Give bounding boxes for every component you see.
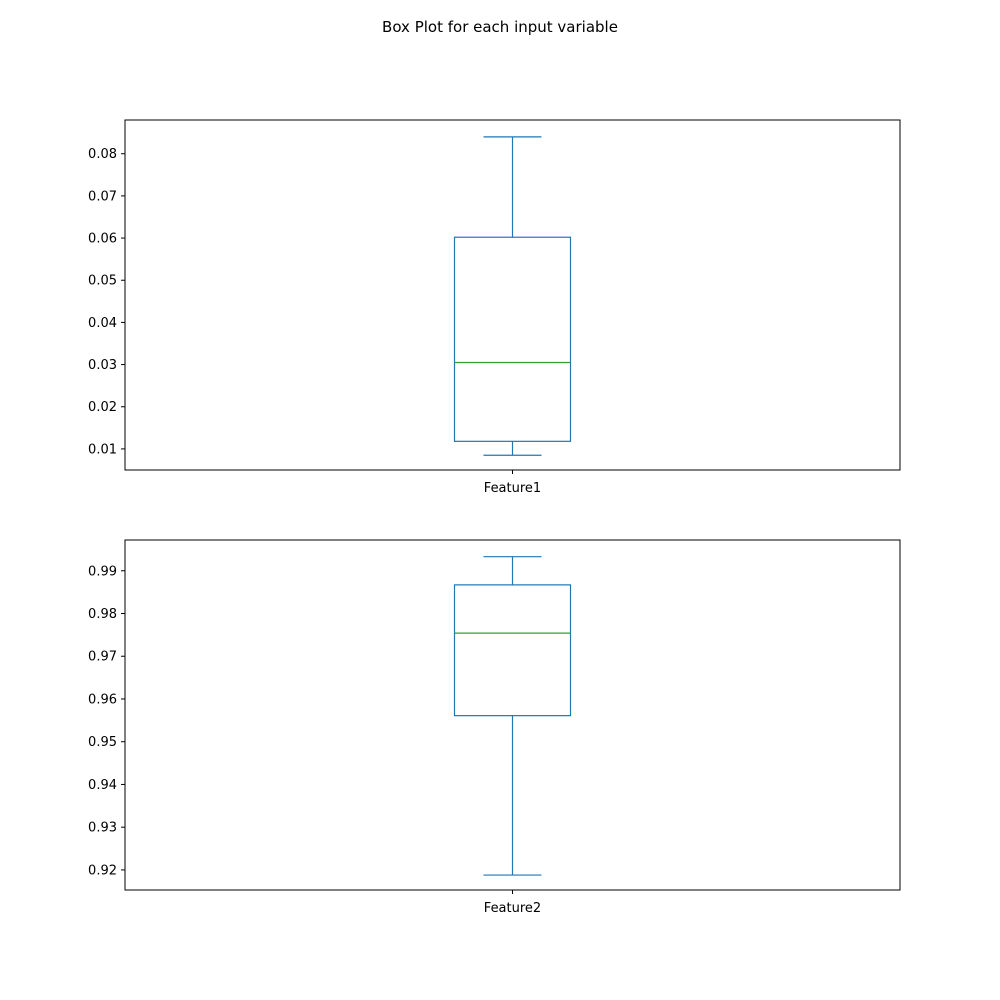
y-tick-label: 0.06 [88,232,117,247]
axes-frame [124,119,901,471]
y-tick-label: 0.08 [88,147,117,162]
y-tick-label: 0.96 [88,692,117,707]
iqr-box [453,236,572,442]
iqr-box [453,584,572,717]
x-tick-label: Feature2 [484,901,541,916]
subplot-2: 0.92 0.93 0.94 0.95 0.96 0.97 0.98 0.99 Feature2 [88,539,901,916]
y-tick-label: 0.97 [88,650,117,665]
y-tick-label: 0.05 [88,274,117,289]
y-tick-label: 0.98 [88,607,117,622]
y-tick-label: 0.07 [88,189,117,204]
subplots: 0.01 0.02 0.03 0.04 0.05 0.06 0.07 0.08 Feature1… [88,119,901,916]
y-tick-label: 0.03 [88,358,117,373]
y-tick-label: 0.02 [88,400,117,415]
y-tick-label: 0.94 [88,778,117,793]
y-tick-label: 0.95 [88,735,117,750]
y-tick-label: 0.04 [88,316,117,331]
y-tick-label: 0.93 [88,821,117,836]
x-tick-label: Feature1 [484,481,541,496]
axes-frame [124,539,901,891]
subplot-1: 0.01 0.02 0.03 0.04 0.05 0.06 0.07 0.08 Feature1 [88,119,901,496]
y-tick-label: 0.92 [88,863,117,878]
y-tick-label: 0.01 [88,442,117,457]
y-tick-label: 0.99 [88,564,117,579]
figure-title: Box Plot for each input variable [382,18,618,36]
